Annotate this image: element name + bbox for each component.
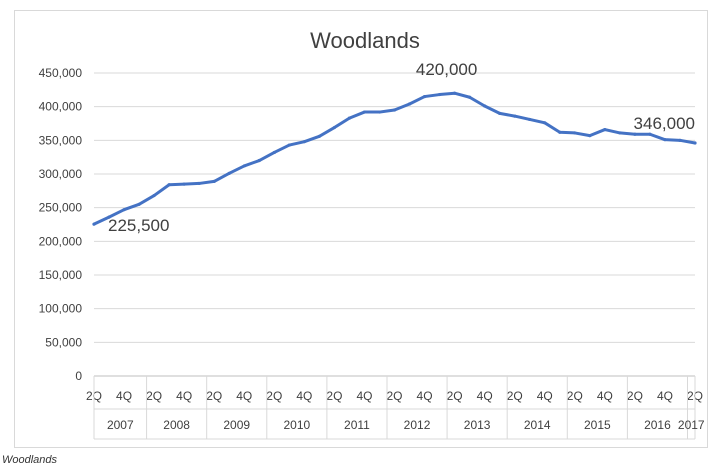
data-point: [528, 117, 532, 122]
data-point: [347, 116, 352, 120]
x-quarter-label: 4Q: [296, 389, 312, 403]
data-point: [573, 131, 577, 135]
y-tick-label: 450,000: [39, 66, 83, 80]
data-point: [498, 111, 502, 115]
data-point: [92, 222, 96, 226]
data-point: [588, 134, 592, 138]
x-quarter-label: 4Q: [116, 389, 132, 403]
x-year-label: 2008: [163, 418, 190, 432]
data-point: [182, 182, 186, 186]
x-quarter-label: 2Q: [386, 389, 402, 403]
x-year-label: 2012: [404, 418, 431, 432]
data-point: [257, 158, 261, 163]
data-point: [648, 132, 652, 136]
image-caption: Woodlands: [2, 454, 58, 466]
series-line: [92, 91, 697, 226]
x-quarter-label: 2Q: [507, 389, 523, 403]
data-point: [137, 202, 141, 206]
data-point: [693, 141, 697, 145]
x-year-label: 2016: [644, 418, 671, 432]
x-quarter-label: 2Q: [567, 389, 583, 403]
data-point: [392, 108, 397, 112]
data-point: [603, 127, 607, 132]
chart-title: Woodlands: [310, 28, 420, 53]
data-point: [618, 131, 622, 135]
data-label: 346,000: [634, 114, 695, 133]
x-quarter-label: 2Q: [326, 389, 342, 403]
data-point: [317, 134, 321, 138]
x-year-label: 2015: [584, 418, 611, 432]
data-point: [332, 125, 336, 130]
data-point: [663, 138, 667, 142]
x-quarter-label: 4Q: [537, 389, 553, 403]
data-point: [543, 121, 547, 125]
data-point: [197, 181, 201, 186]
x-year-label: 2007: [107, 418, 134, 432]
data-point: [453, 91, 457, 95]
line-chart: Woodlands 0 50,000 100,000 150,000 200,000 25…: [39, 28, 705, 440]
x-quarter-label: 2Q: [266, 389, 282, 403]
y-tick-label: 50,000: [45, 335, 82, 349]
data-point: [422, 94, 427, 99]
data-point: [272, 150, 276, 155]
x-quarter-label: 4Q: [236, 389, 252, 403]
chart-frame: Woodlands 0 50,000 100,000 150,000 200,000 25…: [14, 10, 708, 448]
data-point: [212, 179, 216, 184]
y-axis-ticks: 0 50,000 100,000 150,000 200,000 250,000 300,0…: [39, 66, 83, 383]
data-point: [107, 215, 111, 219]
series-layer: [92, 91, 697, 226]
x-year-label: 2009: [223, 418, 250, 432]
x-quarter-label: 2Q: [447, 389, 463, 403]
x-quarter-label: 2Q: [627, 389, 643, 403]
x-year-label: 2013: [464, 418, 491, 432]
y-tick-label: 0: [75, 369, 82, 383]
x-year-label: 2011: [344, 418, 370, 432]
y-tick-label: 300,000: [39, 167, 83, 181]
x-year-label: 2017: [678, 418, 705, 432]
x-quarter-label: 4Q: [417, 389, 433, 403]
x-quarter-label: 4Q: [597, 389, 613, 403]
data-point: [167, 183, 171, 187]
data-point: [437, 92, 442, 97]
data-point: [242, 164, 246, 168]
x-year-label: 2014: [524, 418, 551, 432]
y-tick-label: 150,000: [39, 268, 83, 282]
x-quarter-label: 2Q: [206, 389, 222, 403]
data-point: [287, 143, 291, 147]
data-point: [227, 171, 231, 175]
data-label: 420,000: [416, 60, 477, 79]
y-tick-label: 350,000: [39, 133, 83, 147]
data-point: [152, 193, 156, 198]
data-point: [513, 114, 517, 118]
x-quarter-label: 2Q: [146, 389, 162, 403]
data-label: 225,500: [108, 216, 169, 235]
x-quarter-label: 4Q: [356, 389, 372, 403]
data-point: [377, 110, 382, 114]
x-axis-categories: 2Q 4Q 2Q 4Q 2Q 4Q 2Q 4Q 2Q 4Q 2Q 4Q 2Q 4Q 2Q 4Q 2Q 4Q 2Q 4Q…: [86, 375, 705, 440]
gridlines: [94, 72, 695, 377]
y-tick-label: 400,000: [39, 100, 83, 114]
data-point: [407, 102, 412, 106]
y-tick-label: 200,000: [39, 234, 83, 248]
data-annotations: 225,500 420,000 346,000: [108, 60, 695, 235]
data-point: [678, 138, 682, 142]
y-tick-label: 250,000: [39, 201, 83, 215]
data-point: [362, 110, 367, 114]
x-quarter-label: 4Q: [477, 389, 493, 403]
data-point: [558, 130, 562, 134]
data-point: [468, 95, 472, 99]
y-tick-label: 100,000: [39, 302, 83, 316]
data-point: [122, 208, 126, 212]
data-point: [633, 132, 637, 136]
data-point: [302, 140, 306, 144]
data-point: [483, 104, 487, 108]
x-quarter-label: 4Q: [657, 389, 673, 403]
x-year-label: 2010: [283, 418, 310, 432]
x-quarter-label: 4Q: [176, 389, 192, 403]
